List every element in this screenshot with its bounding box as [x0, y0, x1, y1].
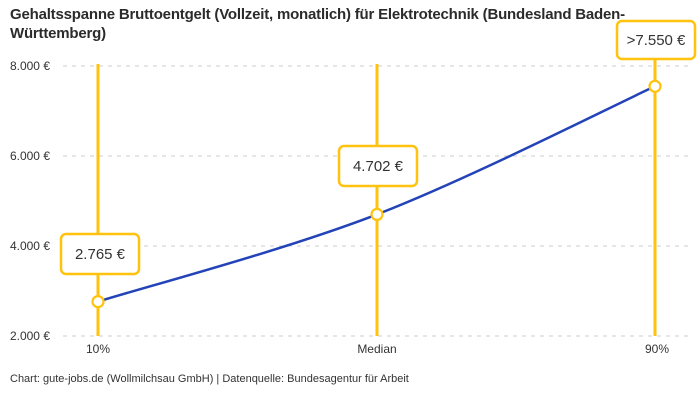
y-axis: 8.000 € 6.000 € 4.000 € 2.000 € — [10, 59, 50, 343]
value-label-median: 4.702 € — [337, 144, 419, 188]
value-label-box — [337, 144, 419, 188]
y-axis-tick-label: 6.000 € — [10, 149, 50, 163]
y-axis-tick-label: 8.000 € — [10, 59, 50, 73]
x-axis: 10% Median 90% — [86, 342, 669, 356]
x-axis-label-median: Median — [357, 342, 396, 356]
value-label-box — [615, 19, 697, 61]
chart-title: Gehaltsspanne Bruttoentgelt (Vollzeit, m… — [10, 6, 625, 42]
value-label-box — [59, 232, 141, 276]
value-label-text: 2.765 € — [75, 246, 126, 263]
x-axis-label-10pct: 10% — [86, 342, 110, 356]
data-point-median[interactable] — [370, 207, 384, 221]
attribution-text: Chart: gute-jobs.de (Wollmilchsau GmbH) … — [10, 373, 409, 385]
y-axis-tick-label: 2.000 € — [10, 329, 50, 343]
data-point-10pct[interactable] — [91, 295, 105, 309]
value-label-90pct: >7.550 € — [615, 19, 697, 61]
y-axis-tick-label: 4.000 € — [10, 239, 50, 253]
x-axis-label-90pct: 90% — [645, 342, 669, 356]
data-point-90pct[interactable] — [648, 79, 662, 93]
value-label-text: 4.702 € — [353, 158, 404, 175]
value-label-text: >7.550 € — [627, 32, 686, 49]
percentile-lines — [96, 59, 657, 336]
value-label-10pct: 2.765 € — [59, 232, 141, 276]
